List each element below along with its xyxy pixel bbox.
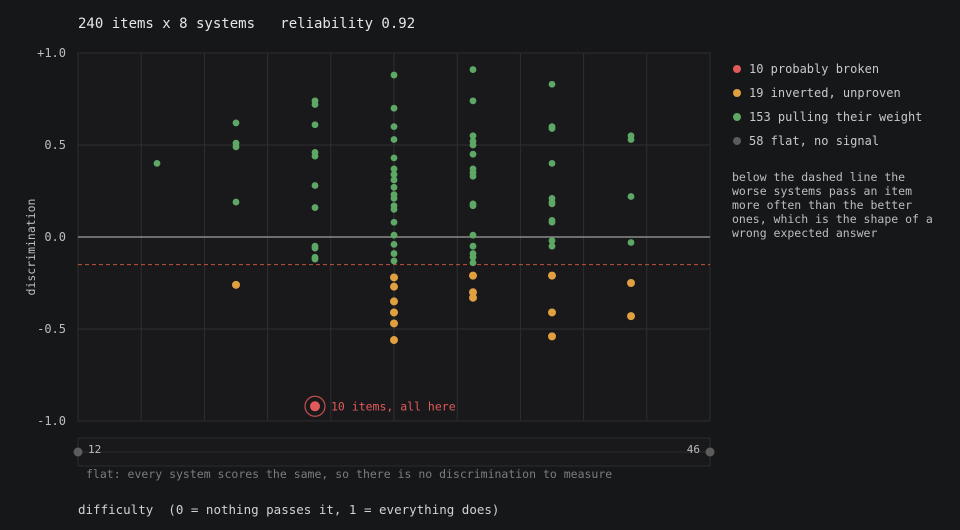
- flat-handle-right: [705, 447, 715, 457]
- flat-count-right: 46: [687, 443, 700, 456]
- data-point-pulling: [232, 119, 240, 127]
- flat-count-left: 12: [88, 443, 101, 456]
- data-point-pulling: [153, 160, 161, 167]
- data-point-pulling: [311, 204, 319, 211]
- data-point-broken: [310, 401, 320, 412]
- y-axis-title: discrimination: [24, 199, 38, 296]
- data-point-pulling: [390, 176, 398, 184]
- flat-handle-left: [73, 447, 83, 457]
- data-point-pulling: [469, 172, 477, 180]
- data-point-pulling: [548, 200, 556, 208]
- legend-item-inverted: 19 inverted, unproven: [732, 81, 947, 105]
- data-point-inverted: [548, 308, 556, 317]
- data-point-pulling: [469, 259, 477, 267]
- flat-caption: flat: every system scores the same, so t…: [86, 467, 613, 481]
- data-point-pulling: [548, 237, 556, 245]
- data-point-pulling: [390, 240, 398, 248]
- data-point-inverted: [390, 273, 398, 282]
- legend-item-pulling: 153 pulling their weight: [732, 105, 947, 129]
- legend-dot-broken: [733, 65, 741, 73]
- legend-dot-inverted: [733, 89, 741, 97]
- legend-dot-flat: [733, 137, 741, 145]
- data-point-pulling: [311, 182, 319, 189]
- data-point-pulling: [390, 194, 398, 202]
- y-tick-label: 0.0: [44, 230, 66, 244]
- data-point-pulling: [548, 80, 556, 88]
- data-point-pulling: [232, 143, 240, 151]
- data-point-inverted: [469, 288, 477, 297]
- legend-dot-pulling: [733, 113, 741, 121]
- explanation-note: below the dashed line the worse systems …: [732, 170, 933, 240]
- data-point-pulling: [390, 165, 398, 173]
- data-point-pulling: [469, 253, 477, 261]
- data-point-pulling: [390, 218, 398, 226]
- data-point-pulling: [311, 101, 319, 108]
- data-point-pulling: [390, 104, 398, 112]
- y-tick-label: -1.0: [37, 414, 66, 428]
- data-point-inverted: [469, 293, 477, 302]
- data-point-pulling: [390, 171, 398, 178]
- data-point-pulling: [469, 141, 477, 149]
- legend-label-pulling: 153 pulling their weight: [749, 110, 923, 124]
- data-point-inverted: [390, 319, 398, 328]
- data-point-inverted: [627, 312, 635, 321]
- data-point-pulling: [469, 231, 477, 239]
- y-tick-label: +1.0: [37, 46, 66, 60]
- legend-label-inverted: 19 inverted, unproven: [749, 86, 901, 100]
- data-point-inverted: [548, 271, 556, 280]
- legend-item-flat: 58 flat, no signal: [732, 129, 947, 153]
- data-point-pulling: [469, 242, 477, 250]
- data-point-pulling: [311, 244, 319, 252]
- y-tick-label: 0.5: [44, 138, 66, 152]
- x-axis-title: difficulty (0 = nothing passes it, 1 = e…: [78, 502, 500, 517]
- data-point-pulling: [469, 97, 477, 105]
- data-point-pulling: [390, 231, 398, 239]
- data-point-pulling: [390, 250, 398, 257]
- data-point-inverted: [390, 308, 398, 317]
- data-point-pulling: [311, 255, 319, 263]
- legend-item-broken: 10 probably broken: [732, 57, 947, 81]
- data-point-pulling: [390, 136, 398, 143]
- data-point-inverted: [548, 332, 556, 341]
- data-point-pulling: [548, 218, 556, 226]
- data-point-pulling: [548, 125, 556, 132]
- broken-highlight-ring: [304, 395, 326, 417]
- data-point-pulling: [627, 136, 635, 143]
- data-point-pulling: [548, 160, 556, 167]
- data-point-pulling: [311, 121, 319, 129]
- data-point-inverted: [469, 271, 477, 280]
- data-point-inverted: [390, 336, 398, 345]
- data-point-inverted: [390, 282, 398, 291]
- data-point-inverted: [232, 280, 240, 289]
- data-point-pulling: [390, 123, 398, 130]
- data-point-pulling: [469, 150, 477, 158]
- legend-label-broken: 10 probably broken: [749, 62, 880, 76]
- legend-label-flat: 58 flat, no signal: [749, 134, 880, 148]
- broken-annotation: 10 items, all here: [331, 399, 456, 413]
- y-tick-label: -0.5: [37, 322, 66, 336]
- data-point-pulling: [469, 132, 477, 140]
- data-point-pulling: [390, 257, 398, 265]
- data-point-pulling: [390, 206, 398, 213]
- chart-title: 240 items x 8 systems reliability 0.92: [78, 16, 416, 32]
- data-point-pulling: [232, 198, 240, 206]
- data-point-pulling: [627, 193, 635, 200]
- data-point-inverted: [390, 297, 398, 306]
- data-point-pulling: [548, 242, 556, 250]
- data-point-pulling: [390, 183, 398, 191]
- data-point-pulling: [311, 152, 319, 160]
- data-point-pulling: [627, 239, 635, 246]
- data-point-inverted: [627, 279, 635, 287]
- data-point-pulling: [469, 66, 477, 73]
- data-point-pulling: [390, 154, 398, 162]
- data-point-pulling: [469, 202, 477, 210]
- legend: 10 probably broken 19 inverted, unproven…: [732, 57, 947, 153]
- data-point-pulling: [390, 71, 398, 79]
